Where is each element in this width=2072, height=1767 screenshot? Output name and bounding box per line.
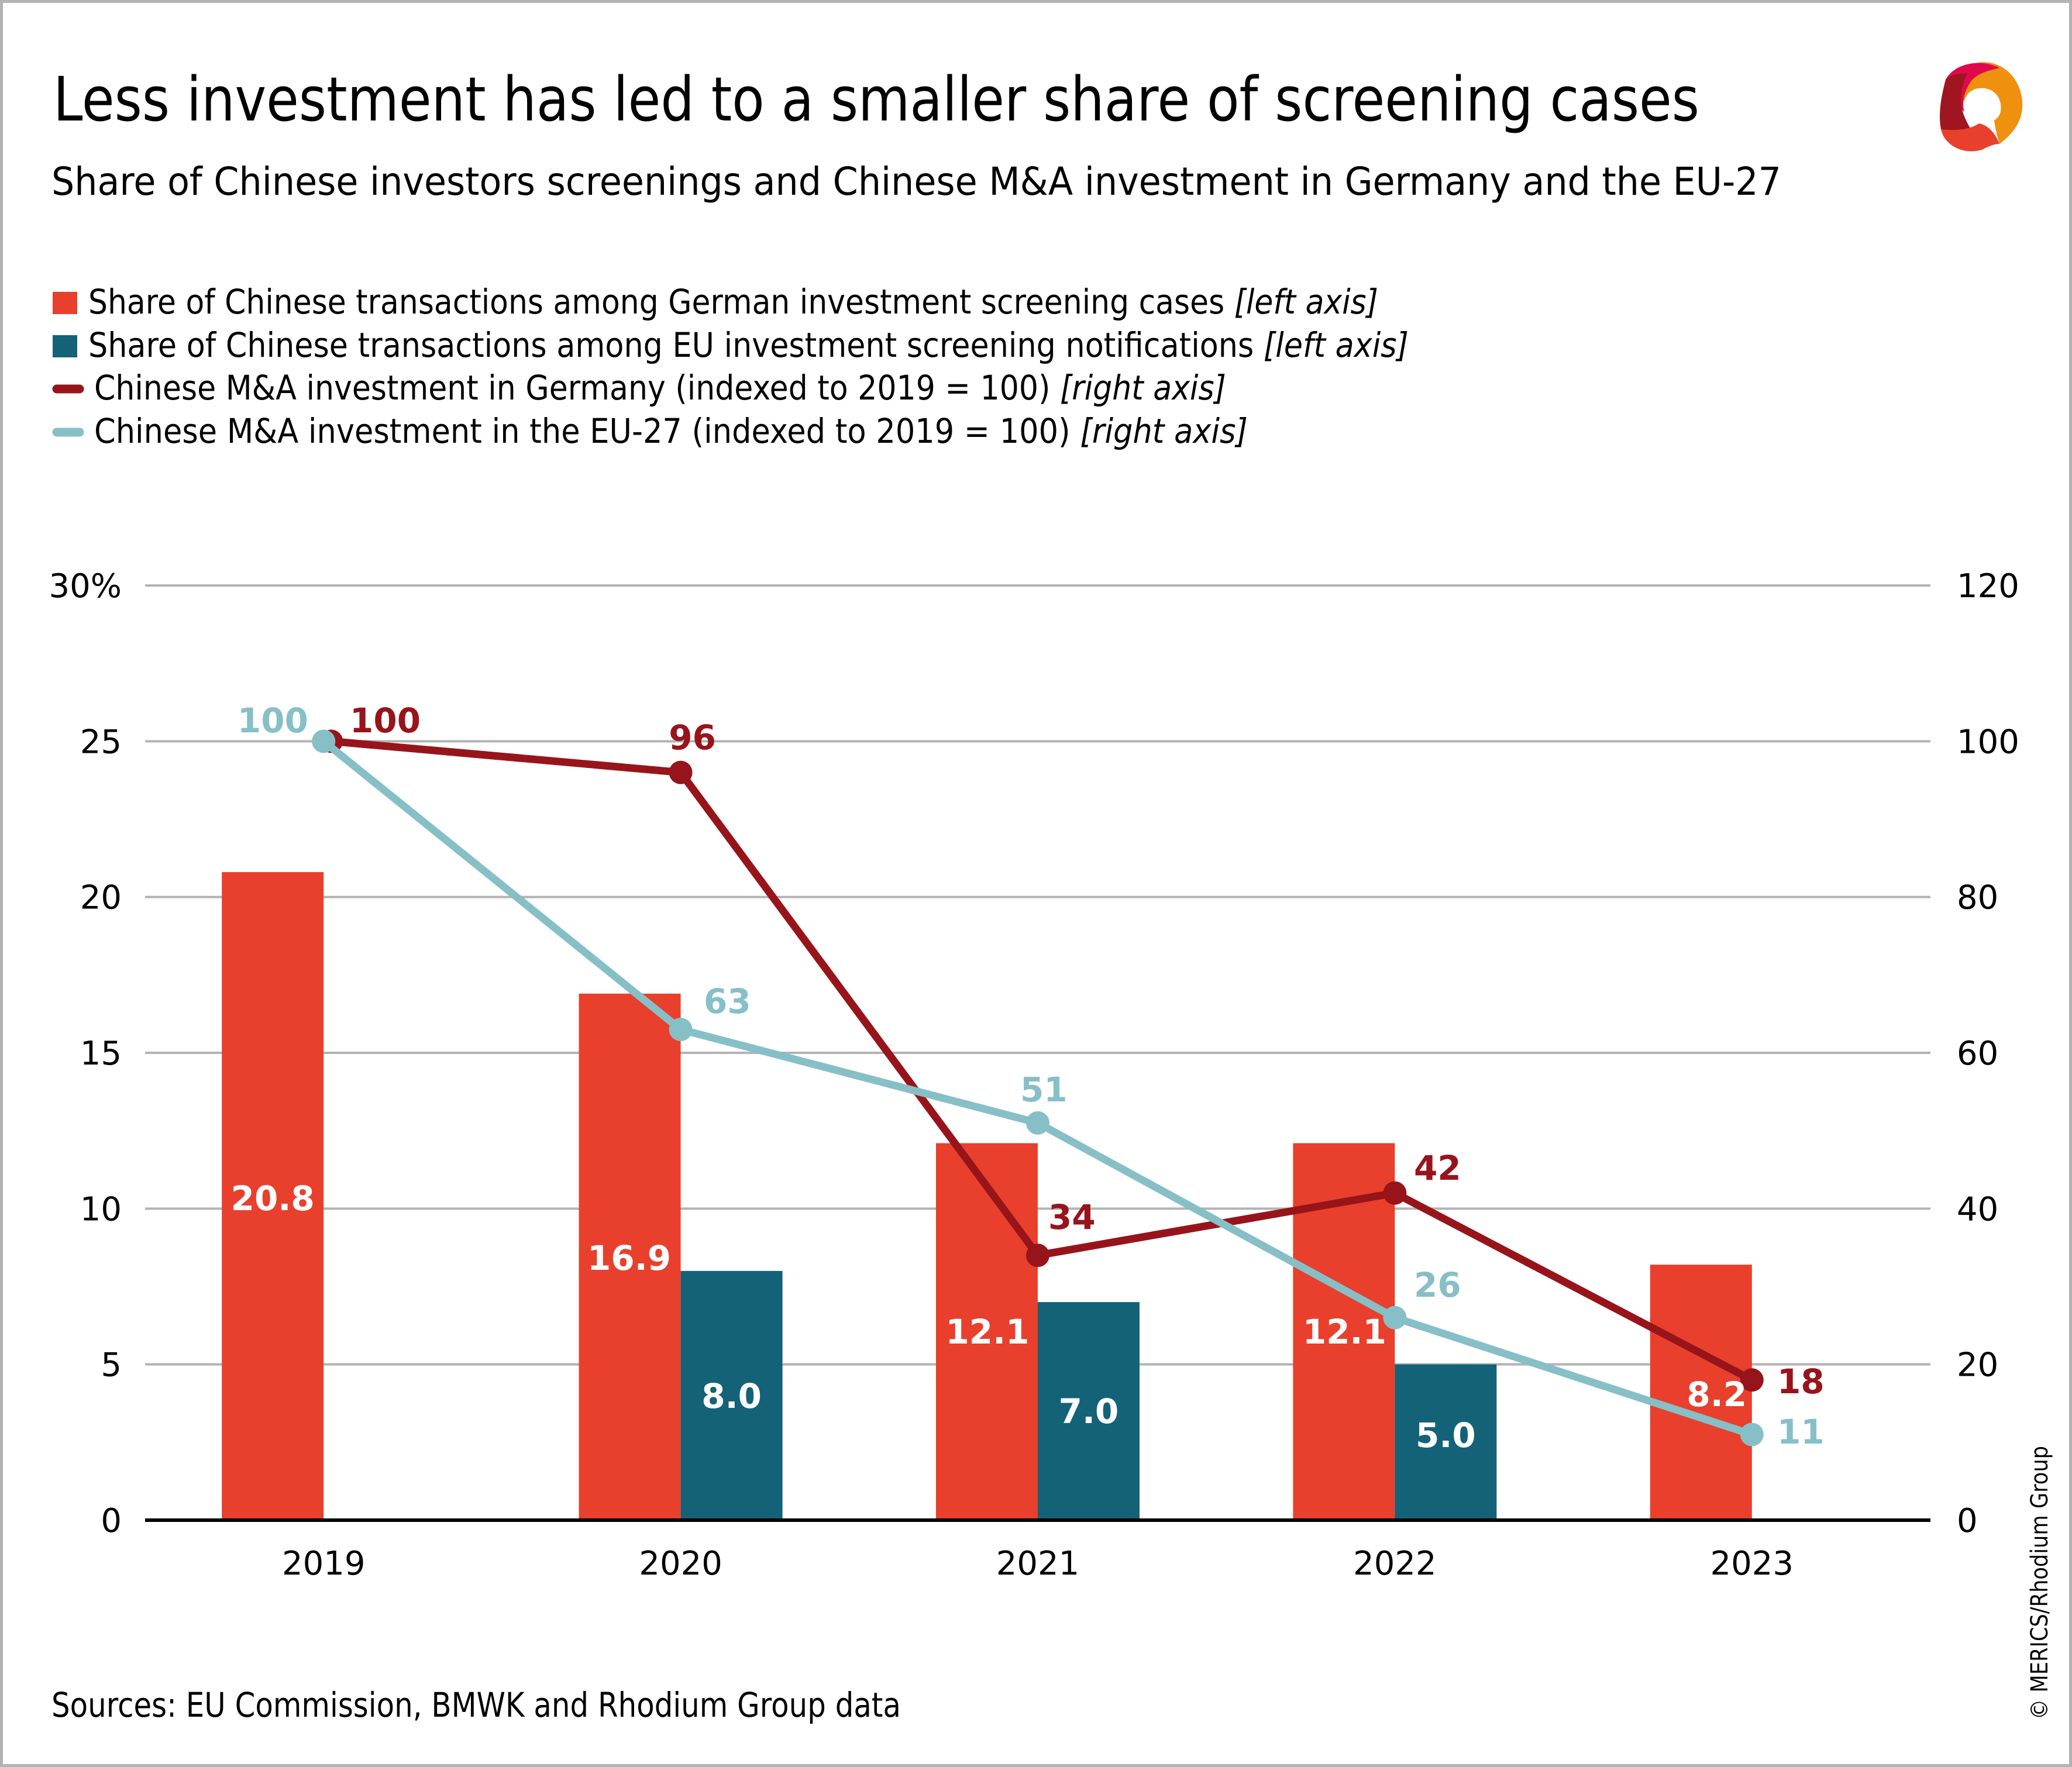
line-label-eu-ma: 100 bbox=[238, 701, 308, 740]
line-label-eu-ma: 26 bbox=[1414, 1265, 1461, 1305]
bar-german-screening bbox=[222, 872, 324, 1520]
x-axis-tick-label: 2021 bbox=[996, 1545, 1080, 1583]
bar-german-screening bbox=[579, 993, 681, 1520]
bar-label-german-screening: 20.8 bbox=[231, 1179, 315, 1218]
merics-logo-icon bbox=[1939, 62, 2023, 151]
line-label-germany-ma: 34 bbox=[1048, 1197, 1096, 1237]
bar-label-eu-screening: 8.0 bbox=[701, 1376, 762, 1416]
line-label-germany-ma: 100 bbox=[350, 701, 421, 740]
bar-german-screening bbox=[936, 1143, 1038, 1520]
copyright-note: © MERICS/Rhodium Group bbox=[2026, 1446, 2053, 1720]
point-eu-ma bbox=[669, 1018, 693, 1042]
x-axis-tick-label: 2023 bbox=[1710, 1545, 1794, 1583]
bar-label-eu-screening: 5.0 bbox=[1416, 1415, 1476, 1455]
x-axis-tick-label: 2020 bbox=[639, 1545, 722, 1583]
right-axis-tick-label: 120 bbox=[1957, 567, 2019, 605]
line-label-germany-ma: 42 bbox=[1414, 1148, 1461, 1188]
line-label-eu-ma: 11 bbox=[1777, 1412, 1825, 1452]
point-germany-ma bbox=[1740, 1368, 1764, 1392]
bar-label-german-screening: 8.2 bbox=[1686, 1375, 1747, 1414]
point-eu-ma bbox=[1026, 1111, 1049, 1135]
right-axis-tick-label: 60 bbox=[1957, 1035, 1998, 1073]
bar-label-german-screening: 12.1 bbox=[945, 1312, 1029, 1352]
point-eu-ma bbox=[312, 729, 336, 753]
legend-label: Share of Chinese transactions among Germ… bbox=[88, 282, 1378, 322]
point-germany-ma bbox=[669, 760, 693, 784]
legend-item-germany-ma: Chinese M&A investment in Germany (index… bbox=[52, 368, 1226, 408]
legend: Share of Chinese transactions among Germ… bbox=[52, 282, 1409, 451]
line-label-germany-ma: 18 bbox=[1777, 1362, 1825, 1401]
left-axis-tick-label: 0 bbox=[101, 1502, 122, 1540]
left-axis-tick-label: 15 bbox=[80, 1035, 122, 1073]
line-label-eu-ma: 51 bbox=[1020, 1070, 1068, 1110]
left-axis-tick-label: 10 bbox=[80, 1190, 122, 1228]
legend-item-eu-ma: Chinese M&A investment in the EU-27 (ind… bbox=[52, 411, 1248, 451]
x-axis-ticks: 2019 2020 2021 2022 2023 bbox=[282, 1545, 1794, 1583]
lines bbox=[312, 729, 1764, 1446]
legend-swatch-red-square-icon bbox=[53, 292, 77, 314]
left-axis-tick-label: 5 bbox=[101, 1346, 122, 1384]
bar-german-screening bbox=[1650, 1265, 1752, 1520]
line-label-eu-ma: 63 bbox=[704, 981, 751, 1021]
right-axis-tick-label: 0 bbox=[1957, 1502, 1978, 1540]
right-axis-tick-label: 40 bbox=[1957, 1190, 1998, 1228]
bar-eu-screening bbox=[680, 1270, 783, 1520]
right-axis-tick-label: 100 bbox=[1957, 723, 2019, 761]
bar-label-german-screening: 12.1 bbox=[1303, 1312, 1386, 1352]
sources-note: Sources: EU Commission, BMWK and Rhodium… bbox=[51, 1685, 901, 1725]
legend-item-eu-screening: Share of Chinese transactions among EU i… bbox=[53, 325, 1409, 365]
x-axis-tick-label: 2019 bbox=[282, 1545, 366, 1583]
bar-eu-screening bbox=[1395, 1364, 1497, 1520]
legend-label: Chinese M&A investment in Germany (index… bbox=[94, 368, 1226, 408]
chart-subtitle: Share of Chinese investors screenings an… bbox=[51, 159, 1781, 204]
point-germany-ma bbox=[1383, 1181, 1407, 1205]
bars bbox=[222, 872, 1752, 1520]
chart-title: Less investment has led to a smaller sha… bbox=[53, 64, 1699, 135]
legend-swatch-teal-square-icon bbox=[53, 335, 77, 357]
bar-eu-screening bbox=[1038, 1302, 1140, 1520]
legend-item-german-screening: Share of Chinese transactions among Germ… bbox=[53, 282, 1378, 322]
point-eu-ma bbox=[1383, 1306, 1407, 1329]
right-axis-ticks: 0 20 40 60 80 100 120 bbox=[1957, 567, 2019, 1540]
legend-label: Chinese M&A investment in the EU-27 (ind… bbox=[94, 411, 1248, 451]
data-labels: 20.8 16.9 12.1 12.1 8.2 8.0 7.0 5.0 100 96 34 42 18 1… bbox=[231, 701, 1825, 1455]
left-axis-tick-label: 30% bbox=[49, 567, 122, 605]
right-axis-tick-label: 80 bbox=[1957, 879, 1998, 917]
left-axis-tick-label: 20 bbox=[80, 879, 122, 917]
point-germany-ma bbox=[1026, 1244, 1049, 1267]
point-eu-ma bbox=[1740, 1422, 1764, 1446]
legend-label: Share of Chinese transactions among EU i… bbox=[88, 325, 1409, 365]
right-axis-tick-label: 20 bbox=[1957, 1346, 1998, 1384]
line-germany-ma bbox=[327, 737, 1756, 1384]
gridlines bbox=[145, 584, 1930, 1366]
line-label-germany-ma: 96 bbox=[669, 718, 716, 757]
x-axis-tick-label: 2022 bbox=[1353, 1545, 1437, 1583]
bar-label-german-screening: 16.9 bbox=[587, 1238, 671, 1278]
bar-label-eu-screening: 7.0 bbox=[1059, 1391, 1119, 1431]
left-axis-ticks: 0 5 10 15 20 25 30% bbox=[49, 567, 122, 1540]
left-axis-tick-label: 25 bbox=[80, 723, 122, 761]
